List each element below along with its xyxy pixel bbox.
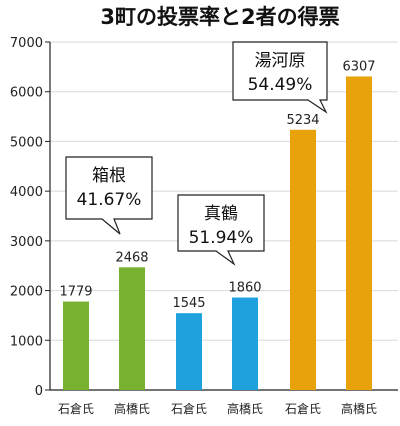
data-label: 5234 xyxy=(286,113,319,128)
callouts: 箱根 41.67% 真鶴 51.94% 湯河原 54.49% xyxy=(65,41,328,266)
callout-turnout: 51.94% xyxy=(189,228,254,248)
y-tick-label: 6000 xyxy=(10,86,43,101)
callout-turnout: 41.67% xyxy=(77,190,142,210)
x-tick-label: 石倉氏 xyxy=(58,401,94,416)
bar xyxy=(290,129,316,391)
bar xyxy=(119,267,145,390)
data-label: 1860 xyxy=(228,281,261,296)
bars xyxy=(63,76,372,391)
y-tick-label: 1000 xyxy=(10,334,43,349)
axes: 0 1000 2000 3000 4000 5000 6000 7000 xyxy=(10,36,398,399)
chart-title: 3町の投票率と2者の得票 xyxy=(100,5,339,29)
x-tick-label: 石倉氏 xyxy=(171,401,207,416)
data-label: 1545 xyxy=(172,296,205,311)
data-label: 6307 xyxy=(342,59,375,74)
y-tick-label: 5000 xyxy=(10,135,43,150)
callout-box xyxy=(232,41,328,114)
y-tick-label: 0 xyxy=(35,384,43,399)
data-label: 2468 xyxy=(115,250,148,265)
bar xyxy=(176,313,202,390)
x-tick-label: 高橋氏 xyxy=(227,401,263,416)
callout-box xyxy=(177,194,265,266)
x-tick-label: 高橋氏 xyxy=(341,401,377,416)
y-tick-label: 4000 xyxy=(10,185,43,200)
bar xyxy=(63,301,89,390)
callout-town: 箱根 xyxy=(92,166,126,186)
y-tick-label: 7000 xyxy=(10,36,43,51)
bar xyxy=(232,297,258,390)
x-tick-label: 石倉氏 xyxy=(285,401,321,416)
callout-turnout: 54.49% xyxy=(248,75,313,95)
y-tick-label: 2000 xyxy=(10,285,43,300)
data-label: 1779 xyxy=(59,285,92,300)
y-tick-label: 3000 xyxy=(10,235,43,250)
callout-box xyxy=(65,156,153,235)
callout-town: 湯河原 xyxy=(255,51,306,71)
bar xyxy=(346,76,372,391)
labels: 1779 石倉氏 2468 高橋氏 1545 石倉氏 1860 高橋氏 5234 石倉氏 6307 高… xyxy=(58,59,377,416)
x-tick-label: 高橋氏 xyxy=(114,401,150,416)
callout-town: 真鶴 xyxy=(204,204,238,224)
